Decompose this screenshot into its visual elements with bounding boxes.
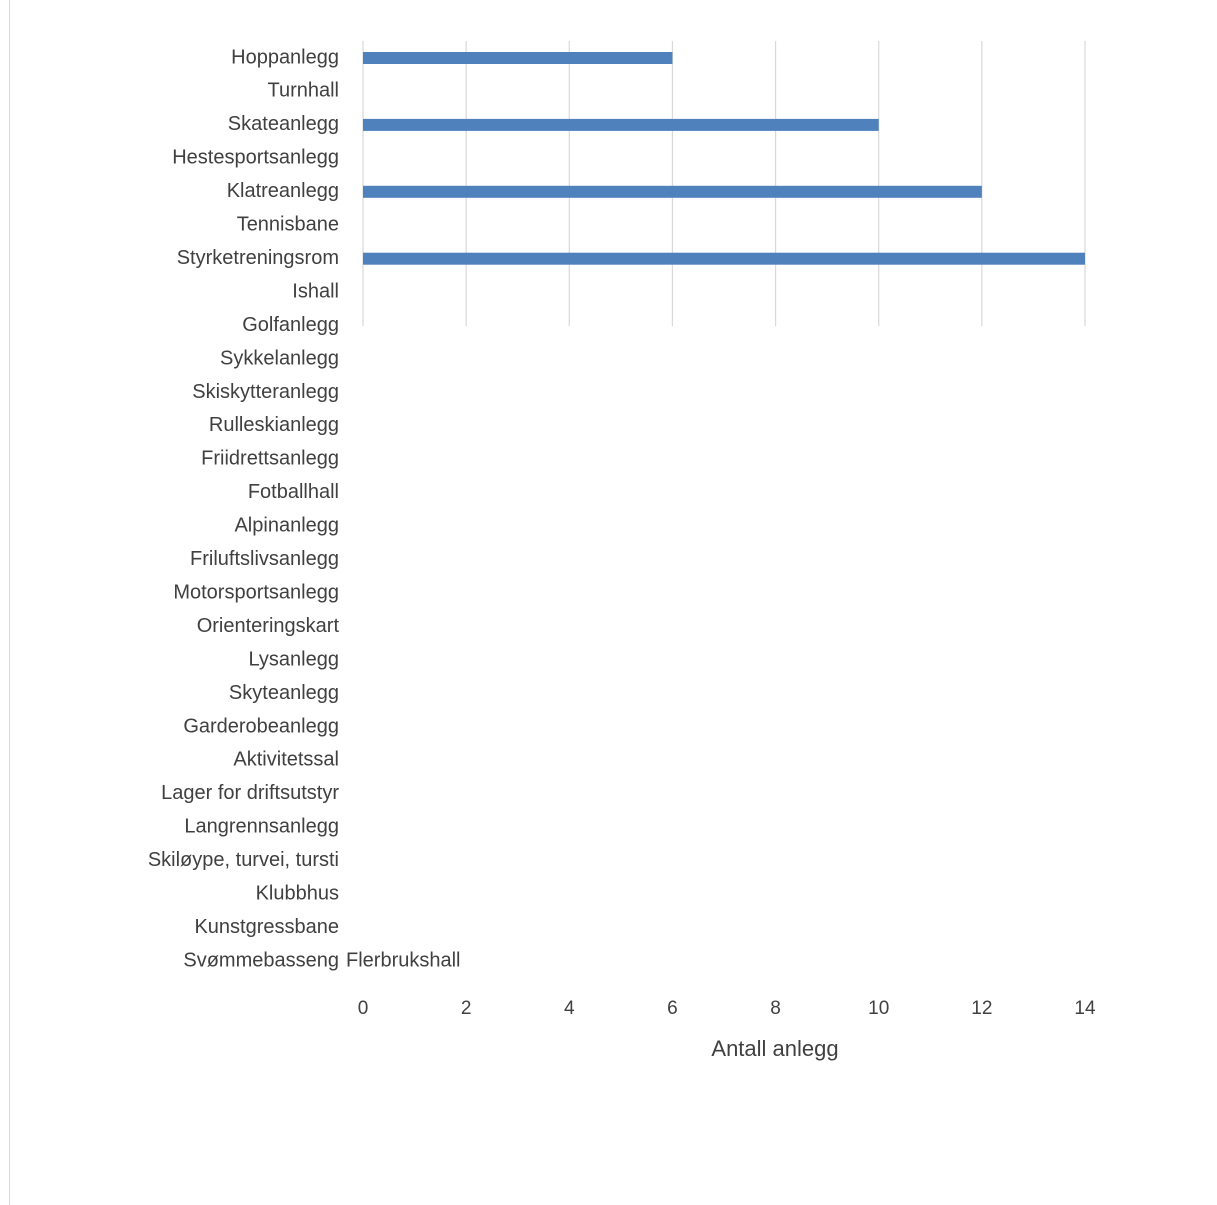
bar	[363, 185, 982, 198]
bar	[363, 118, 879, 131]
x-tick-label: 12	[971, 998, 992, 1019]
x-tick-labels: 0 2 4 6 8 10 12 14	[358, 998, 1096, 1019]
bar	[363, 252, 1085, 265]
category-label: Ishall	[292, 280, 339, 302]
category-label: Skateanlegg	[228, 113, 339, 135]
x-tick-label: 0	[358, 998, 369, 1019]
category-label: Aktivitetssal	[233, 749, 339, 771]
category-label: Orienteringskart	[197, 615, 340, 637]
x-tick-label: 6	[667, 998, 678, 1019]
bars	[363, 52, 1085, 265]
category-label: Lager for driftsutstyr	[161, 782, 339, 804]
x-tick-label: 14	[1074, 998, 1096, 1019]
category-label: Skiskytteranlegg	[192, 381, 339, 403]
category-label: Fotballhall	[248, 481, 339, 503]
x-tick-label: 8	[770, 998, 781, 1019]
x-tick-label: 2	[461, 998, 472, 1019]
category-label: Styrketreningsrom	[177, 247, 339, 269]
category-label: Alpinanlegg	[234, 515, 339, 537]
category-label: Golfanlegg	[242, 314, 339, 336]
category-label: Friluftslivsanlegg	[190, 548, 339, 570]
category-label: Skyteanlegg	[229, 682, 339, 704]
category-label: Lysanlegg	[249, 648, 339, 670]
category-labels: Hoppanlegg Turnhall Skateanlegg Hestesports…	[148, 46, 461, 971]
x-axis-title: Antall anlegg	[711, 1036, 838, 1061]
category-label: Langrennsanlegg	[184, 816, 339, 838]
category-label: Rulleskianlegg	[209, 414, 339, 436]
x-tick-label: 10	[868, 998, 889, 1019]
category-label: Motorsportsanlegg	[173, 581, 339, 603]
category-label: Friidrettsanlegg	[201, 448, 339, 470]
category-label: Tennisbane	[237, 214, 339, 236]
category-label: Klatreanlegg	[227, 180, 339, 202]
category-label: Sykkelanlegg	[220, 347, 339, 369]
gridlines	[362, 41, 1086, 326]
category-label: Klubbhus	[256, 883, 339, 905]
category-label: Flerbrukshall	[346, 949, 460, 971]
category-label: Kunstgressbane	[194, 916, 339, 938]
bar	[363, 52, 673, 64]
category-label: Skiløype, turvei, tursti	[148, 849, 339, 871]
page-border	[9, 0, 10, 1205]
category-label: Turnhall	[267, 80, 339, 102]
category-label: Hoppanlegg	[231, 46, 339, 68]
category-label: Garderobeanlegg	[183, 715, 339, 737]
category-label: Svømmebasseng	[183, 949, 339, 971]
x-tick-label: 4	[564, 998, 575, 1019]
category-label: Hestesportsanlegg	[172, 147, 339, 169]
